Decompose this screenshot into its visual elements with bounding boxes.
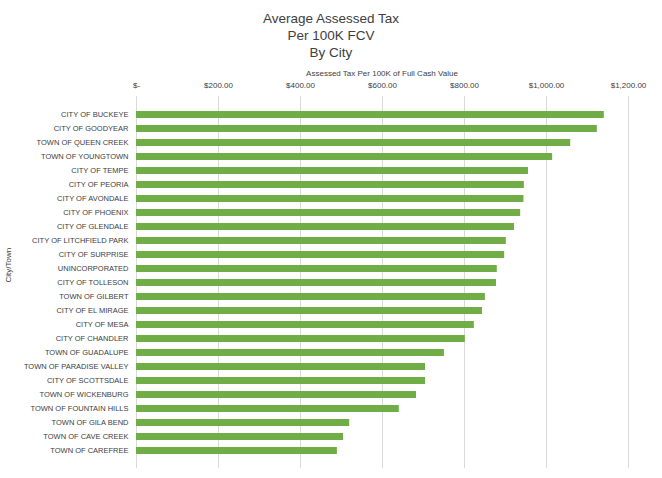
svg-text:$400.00: $400.00 xyxy=(286,81,315,90)
svg-text:TOWN OF CAVE CREEK: TOWN OF CAVE CREEK xyxy=(43,432,128,441)
svg-text:TOWN OF GUADALUPE: TOWN OF GUADALUPE xyxy=(45,348,129,357)
svg-text:TOWN OF CAREFREE: TOWN OF CAREFREE xyxy=(50,446,128,455)
svg-text:CITY OF GOODYEAR: CITY OF GOODYEAR xyxy=(54,124,129,133)
svg-text:CITY OF BUCKEYE: CITY OF BUCKEYE xyxy=(61,110,128,119)
svg-text:CITY OF LITCHFIELD PARK: CITY OF LITCHFIELD PARK xyxy=(32,236,128,245)
html-text:Average Assessed Tax: Average Assessed Tax xyxy=(263,11,399,26)
svg-text:TOWN OF QUEEN CREEK: TOWN OF QUEEN CREEK xyxy=(37,138,129,147)
html-text:By City: By City xyxy=(309,45,353,60)
svg-text:TOWN OF WICKENBURG: TOWN OF WICKENBURG xyxy=(39,390,128,399)
svg-text:TOWN OF GILA BEND: TOWN OF GILA BEND xyxy=(52,418,130,427)
svg-text:TOWN OF GILBERT: TOWN OF GILBERT xyxy=(59,292,129,301)
svg-text:CITY OF MESA: CITY OF MESA xyxy=(76,320,129,329)
svg-text:CITY OF TEMPE: CITY OF TEMPE xyxy=(71,166,128,175)
html-text:Assessed Tax Per 100K of Full: Assessed Tax Per 100K of Full Cash Value xyxy=(306,69,458,78)
svg-text:$800.00: $800.00 xyxy=(450,81,479,90)
svg-text:$-: $- xyxy=(133,81,140,90)
svg-text:TOWN OF FOUNTAIN HILLS: TOWN OF FOUNTAIN HILLS xyxy=(30,404,128,413)
svg-text:$600.00: $600.00 xyxy=(368,81,397,90)
svg-text:$1,000.00: $1,000.00 xyxy=(529,81,565,90)
svg-text:CITY OF GLENDALE: CITY OF GLENDALE xyxy=(57,222,129,231)
svg-text:$200.00: $200.00 xyxy=(204,81,233,90)
svg-text:CITY OF SURPRISE: CITY OF SURPRISE xyxy=(59,250,129,259)
svg-text:CITY OF PEORIA: CITY OF PEORIA xyxy=(69,180,129,189)
svg-text:City/Town: City/Town xyxy=(4,248,13,283)
svg-text:CITY OF CHANDLER: CITY OF CHANDLER xyxy=(56,334,129,343)
svg-text:CITY OF SCOTTSDALE: CITY OF SCOTTSDALE xyxy=(47,376,129,385)
svg-text:$1,200.00: $1,200.00 xyxy=(611,81,647,90)
svg-text:TOWN OF PARADISE VALLEY: TOWN OF PARADISE VALLEY xyxy=(24,362,129,371)
svg-text:TOWN OF YOUNGTOWN: TOWN OF YOUNGTOWN xyxy=(41,152,129,161)
svg-text:CITY OF TOLLESON: CITY OF TOLLESON xyxy=(57,278,128,287)
svg-text:CITY OF PHOENIX: CITY OF PHOENIX xyxy=(63,208,128,217)
svg-text:CITY OF AVONDALE: CITY OF AVONDALE xyxy=(57,194,128,203)
svg-text:CITY OF EL MIRAGE: CITY OF EL MIRAGE xyxy=(56,306,128,315)
svg-text:UNINCORPORATED: UNINCORPORATED xyxy=(58,264,129,273)
html-text:Per 100K FCV: Per 100K FCV xyxy=(287,28,375,43)
